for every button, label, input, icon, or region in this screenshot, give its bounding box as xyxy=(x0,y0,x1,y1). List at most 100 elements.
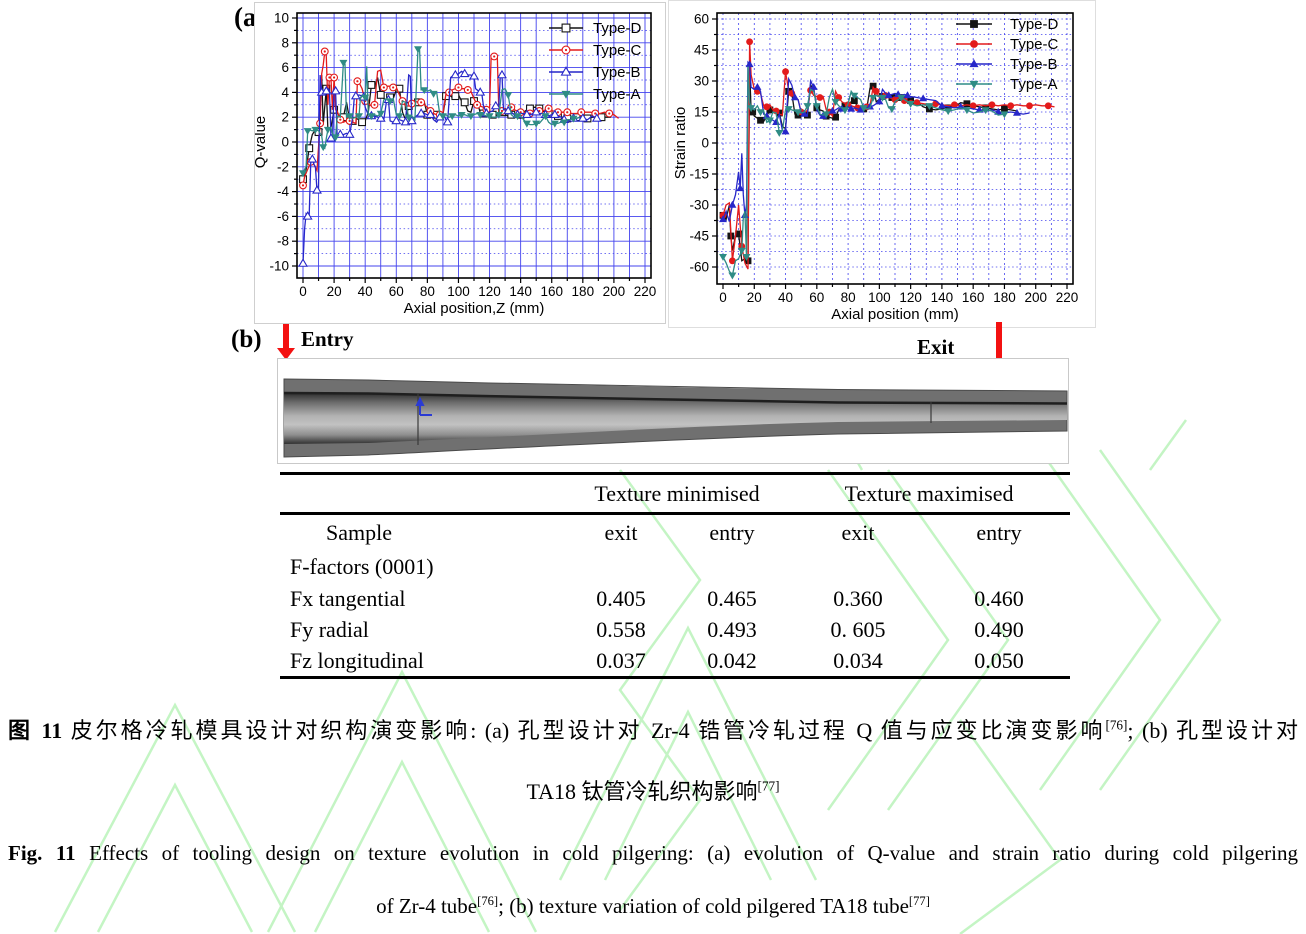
svg-text:Type-C: Type-C xyxy=(1010,36,1059,53)
table-cell: 0.490 xyxy=(974,616,1024,642)
svg-text:45: 45 xyxy=(694,43,709,58)
svg-text:4: 4 xyxy=(281,85,289,100)
table-cell: Fy radial xyxy=(290,616,369,642)
entry-arrow-icon xyxy=(277,324,295,360)
svg-text:8: 8 xyxy=(281,35,289,50)
svg-text:15: 15 xyxy=(694,105,709,120)
svg-text:220: 220 xyxy=(634,284,657,299)
svg-text:-2: -2 xyxy=(277,159,289,174)
table-cell: entry xyxy=(709,520,755,545)
table-row: Fy radial 0.558 0.493 0. 605 0.490 xyxy=(280,614,1070,645)
svg-text:2: 2 xyxy=(281,110,289,125)
svg-text:200: 200 xyxy=(1024,290,1047,305)
svg-text:0: 0 xyxy=(281,135,289,150)
caption-zh-line1: 图 11 皮尔格冷轧模具设计对织构演变影响: (a) 孔型设计对 Zr-4 锆管… xyxy=(8,717,1298,743)
svg-text:60: 60 xyxy=(694,12,709,27)
panel-b-label: (b) xyxy=(231,326,262,353)
svg-text:Type-C: Type-C xyxy=(593,42,642,59)
table-cell xyxy=(566,551,676,583)
table-cell: 0. 605 xyxy=(830,616,886,642)
table-cell: 0.360 xyxy=(833,585,883,611)
svg-text:80: 80 xyxy=(841,290,856,305)
caption-en-line2: of Zr-4 tube[76]; (b) texture variation … xyxy=(376,894,930,918)
q-value-chart: 0 20 40 60 80 100 120 140 160 180 200 220-10-8-6-4-… xyxy=(252,11,657,318)
table-cell: F-factors (0001) xyxy=(290,554,434,579)
table-cell: 0.034 xyxy=(833,647,883,673)
svg-text:40: 40 xyxy=(778,290,793,305)
table-cell xyxy=(788,551,928,583)
svg-text:-45: -45 xyxy=(689,229,709,244)
table-group-header-row: Texture minimised Texture maximised xyxy=(280,473,1071,515)
svg-text:Strain ratio: Strain ratio xyxy=(672,107,689,180)
svg-text:-60: -60 xyxy=(689,260,709,275)
table-row: F-factors (0001) xyxy=(280,551,1070,583)
svg-text:-6: -6 xyxy=(277,209,289,224)
table-cell: exit xyxy=(841,520,875,545)
table-cell: 0.493 xyxy=(707,616,757,642)
svg-text:Type-D: Type-D xyxy=(1010,16,1059,33)
svg-text:60: 60 xyxy=(389,284,404,299)
table-cell: Fx tangential xyxy=(290,585,406,611)
table-cell: 0.042 xyxy=(707,647,757,673)
svg-text:20: 20 xyxy=(747,290,762,305)
table-cell: exit xyxy=(604,520,638,545)
texture-table: Texture minimised Texture maximised Samp… xyxy=(280,472,1071,679)
pilgered-tube-image xyxy=(283,378,1068,458)
table-row: Fz longitudinal 0.037 0.042 0.034 0.050 xyxy=(280,645,1070,678)
group-header-maximised: Texture maximised xyxy=(788,473,1071,515)
svg-text:Type-B: Type-B xyxy=(1010,56,1058,73)
svg-text:80: 80 xyxy=(420,284,435,299)
table-cell: 0.037 xyxy=(596,647,646,673)
svg-text:160: 160 xyxy=(962,290,985,305)
svg-text:60: 60 xyxy=(809,290,824,305)
svg-text:200: 200 xyxy=(603,284,626,299)
svg-text:0: 0 xyxy=(719,290,727,305)
strain-ratio-chart: 0 20 40 60 80 100 120 140 160 180 200 220 -60 -45 -30 -… xyxy=(672,12,1078,324)
table-cell: 0.558 xyxy=(596,616,646,642)
q-value-chart-box: 0 20 40 60 80 100 120 140 160 180 200 220 -10 -8 -6 -4-… xyxy=(252,2,666,324)
svg-text:20: 20 xyxy=(327,284,342,299)
table-cell xyxy=(280,473,566,515)
svg-text:10: 10 xyxy=(274,11,289,26)
table-cell xyxy=(676,551,788,583)
table-cell: entry xyxy=(976,520,1022,545)
svg-text:6: 6 xyxy=(281,60,289,75)
svg-text:Axial position,Z (mm): Axial position,Z (mm) xyxy=(404,300,545,317)
svg-text:Type-D: Type-D xyxy=(593,20,642,37)
table-cell: 0.460 xyxy=(974,585,1024,611)
caption-zh-line2: TA18 钛管冷轧织构影响[77] xyxy=(526,778,780,804)
svg-text:0: 0 xyxy=(299,284,307,299)
svg-text:-15: -15 xyxy=(689,167,709,182)
svg-text:140: 140 xyxy=(509,284,532,299)
svg-text:140: 140 xyxy=(931,290,954,305)
svg-text:Type-A: Type-A xyxy=(593,86,641,103)
coordinate-triad-icon xyxy=(415,396,432,416)
svg-text:120: 120 xyxy=(899,290,922,305)
svg-text:160: 160 xyxy=(540,284,563,299)
tube-image-box xyxy=(277,358,1069,464)
svg-text:100: 100 xyxy=(868,290,891,305)
svg-text:Type-A: Type-A xyxy=(1010,76,1058,93)
exit-label: Exit xyxy=(917,335,955,359)
table-row: Fx tangential 0.405 0.465 0.360 0.460 xyxy=(280,583,1070,614)
svg-text:Q-value: Q-value xyxy=(255,116,269,169)
caption-en-line1: Fig. 11 Effects of tooling design on tex… xyxy=(8,841,1298,865)
strain-ratio-chart-box: 0 20 40 60 80 100 120 140 160 180 200 220 -60 -45 -30 -… xyxy=(668,0,1096,328)
svg-text:0: 0 xyxy=(701,136,709,151)
tube-inner-bore xyxy=(284,393,1067,444)
svg-text:-30: -30 xyxy=(689,198,709,213)
svg-text:40: 40 xyxy=(358,284,373,299)
table-column-header-row: Sample exit entry exit entry xyxy=(280,514,1070,552)
svg-text:180: 180 xyxy=(572,284,595,299)
svg-text:Type-B: Type-B xyxy=(593,64,641,81)
svg-text:-8: -8 xyxy=(277,234,289,249)
table-cell: Sample xyxy=(326,520,392,545)
svg-text:180: 180 xyxy=(993,290,1016,305)
svg-text:100: 100 xyxy=(447,284,470,299)
table-cell xyxy=(928,551,1070,583)
svg-text:-10: -10 xyxy=(269,259,289,274)
table-cell: 0.465 xyxy=(707,585,757,611)
svg-text:Axial position (mm): Axial position (mm) xyxy=(831,306,959,323)
group-header-minimised: Texture minimised xyxy=(566,473,789,515)
